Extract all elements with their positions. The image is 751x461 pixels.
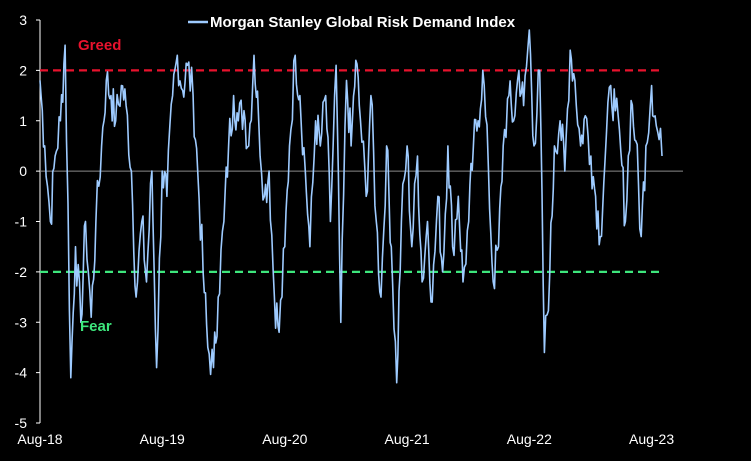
legend: Morgan Stanley Global Risk Demand Index [188, 14, 516, 31]
x-tick-label: Aug-18 [17, 431, 62, 447]
fear-label: Fear [80, 318, 112, 335]
y-axis: 3 2 1 0 -1 -2 -3 -4 -5 [15, 12, 41, 431]
y-tick-label: 2 [19, 62, 27, 78]
y-tick-label: 0 [19, 163, 27, 179]
series-line-0 [39, 29, 663, 384]
y-tick-label: -4 [15, 365, 28, 381]
y-tick-label: -3 [15, 314, 28, 330]
x-tick-label: Aug-20 [262, 431, 307, 447]
reference-lines [40, 69, 683, 273]
x-tick-label: Aug-23 [629, 431, 674, 447]
greed-label: Greed [78, 37, 121, 54]
x-tick-label: Aug-21 [384, 431, 429, 447]
y-tick-label: 1 [19, 113, 27, 129]
y-tick-label: 3 [19, 12, 27, 28]
annotations: Greed Fear [78, 37, 121, 335]
y-tick-label: -2 [15, 264, 28, 280]
series-group [39, 29, 663, 384]
x-tick-label: Aug-22 [507, 431, 552, 447]
y-tick-label: -1 [15, 214, 28, 230]
legend-series-label: Morgan Stanley Global Risk Demand Index [210, 14, 516, 31]
y-tick-label: -5 [15, 415, 28, 431]
x-tick-label: Aug-19 [140, 431, 185, 447]
x-axis: Aug-18 Aug-19 Aug-20 Aug-21 Aug-22 Aug-23 [17, 431, 674, 447]
